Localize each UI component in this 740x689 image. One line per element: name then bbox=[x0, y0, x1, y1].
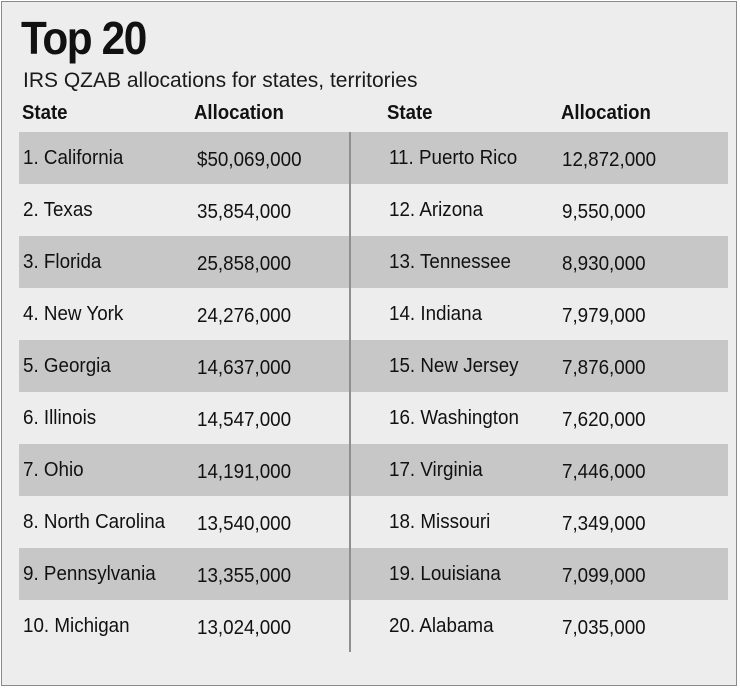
table-row-band bbox=[19, 600, 728, 652]
allocation-cell: 14,637,000 bbox=[197, 357, 292, 379]
allocation-cell: 13,540,000 bbox=[197, 513, 292, 535]
allocation-cell: 7,349,000 bbox=[562, 513, 646, 535]
allocation-cell: 7,876,000 bbox=[562, 357, 646, 379]
state-cell: 15. New Jersey bbox=[389, 355, 519, 377]
state-cell: 3. Florida bbox=[23, 251, 102, 273]
allocation-cell: 7,620,000 bbox=[562, 409, 646, 431]
state-cell: 7. Ohio bbox=[23, 459, 84, 481]
header-allocation-left: Allocation bbox=[194, 102, 284, 124]
allocation-cell: 13,024,000 bbox=[197, 617, 292, 639]
state-cell: 19. Louisiana bbox=[389, 563, 501, 585]
chart-subtitle: IRS QZAB allocations for states, territo… bbox=[23, 69, 418, 92]
allocation-cell: 7,099,000 bbox=[562, 565, 646, 587]
state-cell: 17. Virginia bbox=[389, 459, 483, 481]
header-allocation-right: Allocation bbox=[561, 102, 651, 124]
allocation-cell: 25,858,000 bbox=[197, 253, 292, 275]
state-cell: 9. Pennsylvania bbox=[23, 563, 156, 585]
table-row-band bbox=[19, 444, 728, 496]
state-cell: 16. Washington bbox=[389, 407, 519, 429]
allocation-cell: 14,547,000 bbox=[197, 409, 292, 431]
state-cell: 5. Georgia bbox=[23, 355, 111, 377]
table-row-band bbox=[19, 184, 728, 236]
allocation-cell: 24,276,000 bbox=[197, 305, 292, 327]
allocation-cell: 7,979,000 bbox=[562, 305, 646, 327]
allocation-cell: 13,355,000 bbox=[197, 565, 292, 587]
table-row-band bbox=[19, 496, 728, 548]
allocation-cell: $50,069,000 bbox=[197, 149, 302, 171]
column-divider bbox=[349, 132, 351, 652]
state-cell: 4. New York bbox=[23, 303, 124, 325]
state-cell: 14. Indiana bbox=[389, 303, 483, 325]
state-cell: 13. Tennessee bbox=[389, 251, 511, 273]
state-cell: 20. Alabama bbox=[389, 615, 494, 637]
allocation-cell: 7,446,000 bbox=[562, 461, 646, 483]
table-row-band bbox=[19, 548, 728, 600]
allocation-cell: 8,930,000 bbox=[562, 253, 646, 275]
allocation-cell: 7,035,000 bbox=[562, 617, 646, 639]
state-cell: 12. Arizona bbox=[389, 199, 484, 221]
chart-title: Top 20 bbox=[21, 12, 147, 64]
table-row-band bbox=[19, 288, 728, 340]
table-row-band bbox=[19, 392, 728, 444]
state-cell: 11. Puerto Rico bbox=[389, 147, 518, 169]
state-cell: 18. Missouri bbox=[389, 511, 491, 533]
state-cell: 8. North Carolina bbox=[23, 511, 166, 533]
header-state-right: State bbox=[387, 102, 433, 124]
state-cell: 2. Texas bbox=[23, 199, 93, 221]
state-cell: 10. Michigan bbox=[23, 615, 130, 637]
allocation-table: 1. California $50,069,000 2. Texas 35,854,0… bbox=[19, 132, 728, 652]
table-row-band bbox=[19, 236, 728, 288]
state-cell: 1. California bbox=[23, 147, 124, 169]
table-row-band bbox=[19, 132, 728, 184]
allocation-cell: 9,550,000 bbox=[562, 201, 646, 223]
header-state-left: State bbox=[22, 102, 68, 124]
state-cell: 6. Illinois bbox=[23, 407, 97, 429]
allocation-cell: 12,872,000 bbox=[562, 149, 657, 171]
allocation-cell: 35,854,000 bbox=[197, 201, 292, 223]
allocation-cell: 14,191,000 bbox=[197, 461, 292, 483]
table-row-band bbox=[19, 340, 728, 392]
